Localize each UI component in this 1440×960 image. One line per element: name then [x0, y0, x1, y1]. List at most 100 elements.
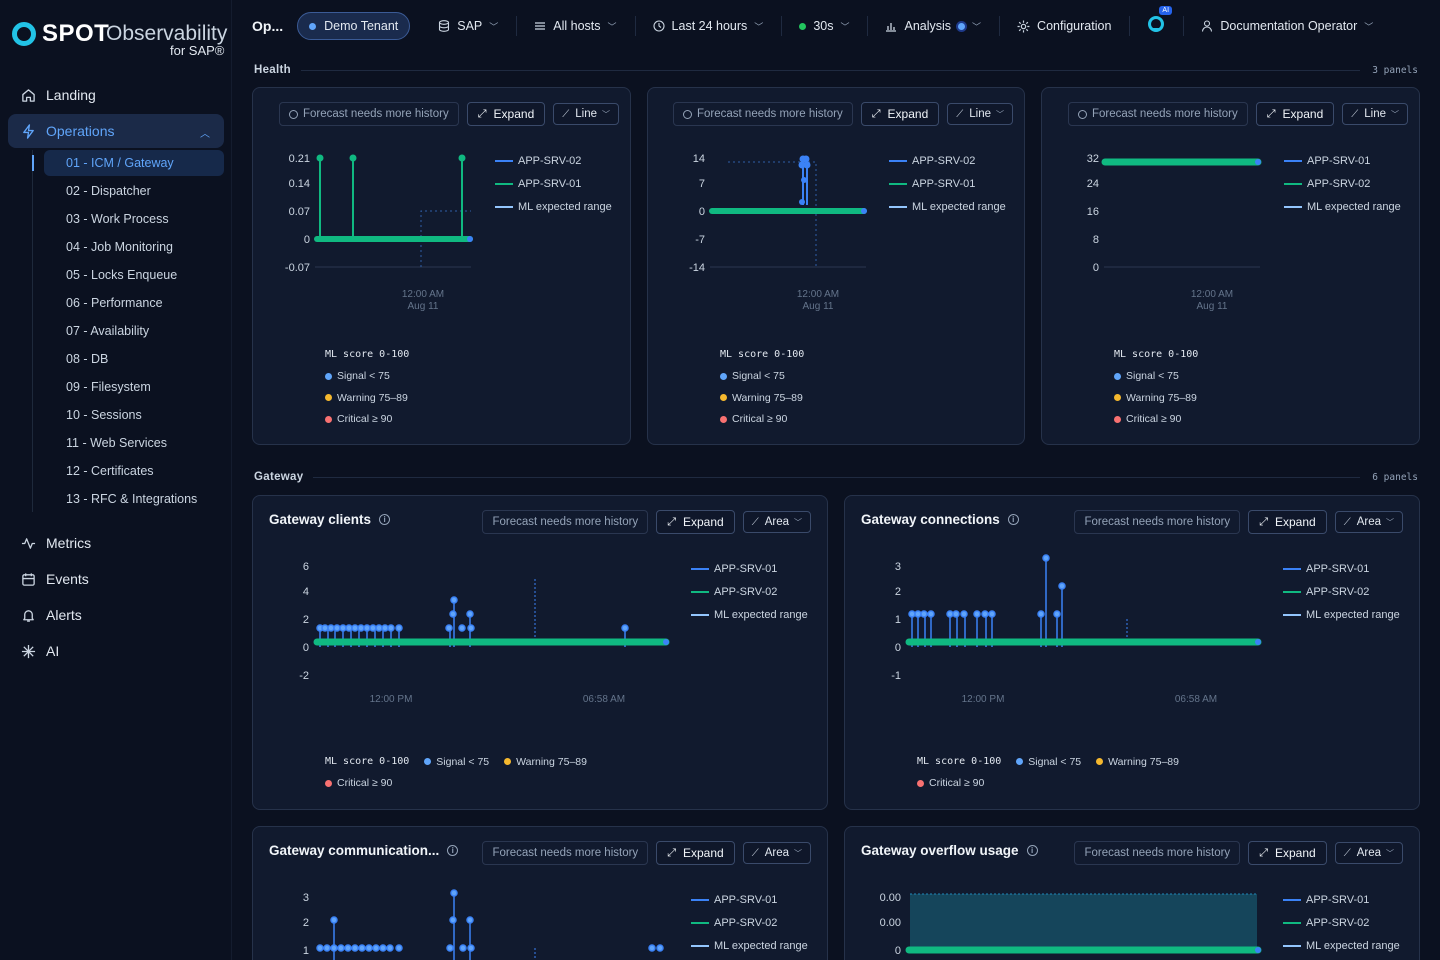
legend-item[interactable]: APP-SRV-01: [1283, 888, 1400, 911]
ml-critical-label: Critical ≥ 90: [732, 413, 788, 426]
analysis-selector[interactable]: Analysis ﹀: [867, 12, 999, 40]
subnav-item-performance[interactable]: 06 - Performance: [66, 296, 163, 310]
subnav-item-certificates[interactable]: 12 - Certificates: [66, 464, 154, 478]
legend-item[interactable]: APP-SRV-02: [1284, 172, 1401, 195]
legend-item[interactable]: APP-SRV-01: [889, 172, 1006, 195]
legend-swatch: [1283, 613, 1301, 616]
legend-item[interactable]: APP-SRV-02: [889, 149, 1006, 172]
legend-item[interactable]: ML expected range: [691, 934, 808, 957]
legend-item[interactable]: APP-SRV-01: [1284, 149, 1401, 172]
legend-item[interactable]: APP-SRV-02: [1283, 911, 1400, 934]
brand-logo[interactable]: SPOT Observability for SAP®: [12, 20, 227, 62]
subnav-item-sessions[interactable]: 10 - Sessions: [66, 408, 142, 422]
legend-item[interactable]: APP-SRV-01: [1283, 557, 1400, 580]
chart-type-select[interactable]: ⟋ Line ﹀: [947, 103, 1013, 125]
sidebar-item-landing[interactable]: Landing: [8, 78, 224, 112]
subnav-item-filesystem[interactable]: 09 - Filesystem: [66, 380, 151, 394]
bar-chart-icon: [885, 20, 897, 32]
y-tick-label: 2: [303, 917, 309, 929]
info-icon[interactable]: i: [447, 845, 459, 856]
info-icon[interactable]: i: [1026, 845, 1038, 856]
chart-type-select[interactable]: ⟋ Line ﹀: [553, 103, 619, 125]
legend-item[interactable]: ML expected range: [1283, 934, 1400, 957]
expand-button[interactable]: ⤢ Expand: [860, 102, 940, 126]
legend-item[interactable]: APP-SRV-02: [691, 580, 808, 603]
legend-swatch: [1283, 898, 1301, 901]
system-selector[interactable]: SAP ﹀: [420, 12, 516, 40]
ai-assistant-button[interactable]: AI: [1129, 6, 1183, 40]
legend-item[interactable]: APP-SRV-02: [495, 149, 612, 172]
chevron-up-icon[interactable]: ︿: [200, 129, 210, 140]
refresh-selector[interactable]: 30s ﹀: [781, 12, 867, 40]
expand-button[interactable]: ⤢ Expand: [656, 841, 735, 865]
data-point: [960, 610, 968, 618]
legend-swatch: [691, 944, 709, 947]
sidebar-item-ai[interactable]: AI: [8, 634, 224, 668]
sidebar-item-events[interactable]: Events: [8, 562, 224, 596]
legend-swatch: [889, 159, 907, 162]
subnav-item-db[interactable]: 08 - DB: [66, 352, 109, 366]
chart-type-select[interactable]: ⟋ Line ﹀: [1342, 103, 1408, 125]
data-point: [327, 624, 335, 632]
expand-button[interactable]: ⤢ Expand: [466, 102, 546, 126]
legend-item[interactable]: ML expected range: [1283, 603, 1400, 626]
hosts-selector[interactable]: All hosts ﹀: [516, 12, 634, 40]
legend-item[interactable]: ML expected range: [495, 195, 612, 218]
subnav-item-availability[interactable]: 07 - Availability: [66, 324, 150, 338]
chart-type-label: Line: [575, 108, 597, 120]
y-tick-label: -1: [891, 670, 901, 682]
legend-label: APP-SRV-01: [714, 562, 778, 575]
sidebar-item-operations[interactable]: Operations ︿: [8, 114, 224, 148]
legend-item[interactable]: ML expected range: [691, 603, 808, 626]
subnav-item-web-services[interactable]: 11 - Web Services: [66, 436, 167, 450]
expand-button[interactable]: ⤢ Expand: [1255, 102, 1335, 126]
chart-type-select[interactable]: ⟋ Area ﹀: [742, 842, 811, 864]
top-bar: Op... Demo Tenant SAP ﹀ All hosts ﹀ Last…: [232, 0, 1440, 52]
legend-label: APP-SRV-02: [518, 154, 582, 167]
chart-type-select[interactable]: ⟋ Area ﹀: [1334, 511, 1403, 533]
info-icon[interactable]: i: [1007, 514, 1019, 525]
time-range-selector[interactable]: Last 24 hours ﹀: [634, 12, 782, 40]
expand-button[interactable]: ⤢ Expand: [1248, 841, 1327, 865]
warning-dot-icon: [1114, 394, 1121, 402]
y-tick-label: 3: [303, 892, 309, 904]
ml-score-title: ML score 0-100: [325, 756, 410, 768]
ml-score-row: ML score 0-100 Signal < 75 Warning 75–89: [325, 751, 669, 773]
expand-button[interactable]: ⤢ Expand: [656, 510, 735, 534]
legend-item[interactable]: APP-SRV-02: [691, 911, 808, 934]
legend-item[interactable]: APP-SRV-01: [691, 557, 808, 580]
legend-item[interactable]: APP-SRV-02: [1283, 580, 1400, 603]
data-point: [1255, 947, 1261, 953]
legend-swatch: [691, 613, 709, 616]
tenant-selector[interactable]: Demo Tenant: [297, 12, 411, 40]
chart-type-select[interactable]: ⟋ Area ﹀: [1334, 842, 1403, 864]
subnav-item-icm-gateway[interactable]: 01 - ICM / Gateway: [32, 150, 224, 176]
sidebar-item-alerts[interactable]: Alerts: [8, 598, 224, 632]
subnav-item-work-process[interactable]: 03 - Work Process: [66, 212, 169, 226]
data-point: [802, 155, 810, 163]
analysis-label: Analysis: [904, 19, 952, 33]
configuration-button[interactable]: Configuration: [999, 12, 1129, 40]
panel-controls: Forecast needs more history ⤢ Expand ⟋ Lin…: [673, 102, 1013, 126]
data-point: [330, 916, 338, 924]
legend-item[interactable]: ML expected range: [1284, 195, 1401, 218]
subnav-item-dispatcher[interactable]: 02 - Dispatcher: [66, 184, 151, 198]
user-menu[interactable]: Documentation Operator ﹀: [1183, 12, 1391, 40]
section-divider: [300, 69, 1361, 71]
chart-type-select[interactable]: ⟋ Area ﹀: [742, 511, 811, 533]
tenant-dot-icon: [309, 22, 317, 30]
gateway-connections-panel: Gateway connections i Forecast needs more…: [844, 495, 1420, 810]
subnav-item-locks-enqueue[interactable]: 05 - Locks Enqueue: [66, 268, 178, 282]
forecast-badge: Forecast needs more history: [1074, 510, 1241, 534]
sidebar-item-metrics[interactable]: Metrics: [8, 526, 224, 560]
expand-button[interactable]: ⤢ Expand: [1248, 510, 1327, 534]
legend-swatch: [1283, 590, 1301, 593]
legend-label: APP-SRV-01: [1307, 154, 1371, 167]
ml-score-title: ML score 0-100: [325, 349, 410, 361]
legend-item[interactable]: APP-SRV-01: [691, 888, 808, 911]
info-icon[interactable]: i: [379, 514, 391, 525]
subnav-item-job-monitoring[interactable]: 04 - Job Monitoring: [66, 240, 174, 254]
legend-item[interactable]: APP-SRV-01: [495, 172, 612, 195]
legend-item[interactable]: ML expected range: [889, 195, 1006, 218]
subnav-item-rfc-integrations[interactable]: 13 - RFC & Integrations: [66, 492, 198, 506]
